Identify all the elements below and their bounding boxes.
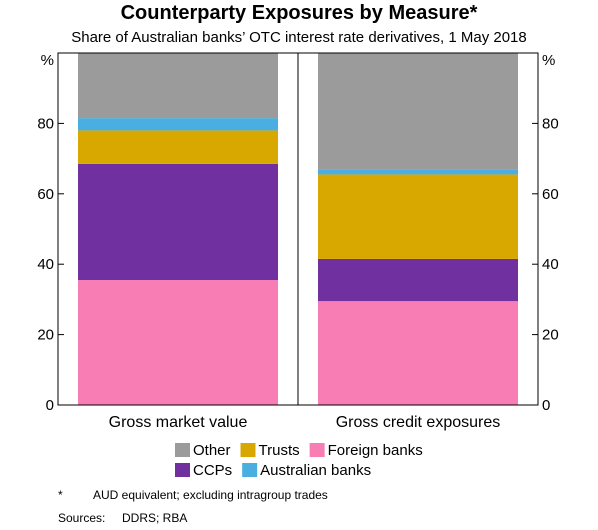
bar-gross-market-value-foreign-banks bbox=[78, 280, 278, 405]
left-tick-label: 60 bbox=[37, 186, 54, 203]
legend-label-trusts: Trusts bbox=[259, 442, 300, 459]
right-tick-label: 20 bbox=[542, 327, 559, 344]
left-tick-label: 40 bbox=[37, 256, 54, 273]
legend-label-ccps: CCPs bbox=[193, 462, 232, 479]
legend: Other Trusts Foreign banks CCPs Australian b… bbox=[175, 442, 423, 479]
left-tick-label: 0 bbox=[46, 397, 54, 414]
footnote-text: AUD equivalent; excluding intragroup tra… bbox=[93, 488, 328, 502]
category-label: Gross market value bbox=[109, 414, 248, 431]
sources-label: Sources: bbox=[58, 511, 106, 525]
bar-gross-market-value-ccps bbox=[78, 163, 278, 281]
legend-swatch-foreign-banks bbox=[309, 443, 325, 457]
bar-gross-market-value-other bbox=[78, 53, 278, 119]
bar-gross-credit-exposures-australian-banks bbox=[318, 169, 518, 175]
legend-swatch-trusts bbox=[240, 443, 256, 457]
bar-gross-market-value-trusts bbox=[78, 130, 278, 164]
right-tick-label: 60 bbox=[542, 186, 559, 203]
left-unit-label: % bbox=[41, 52, 54, 69]
right-unit-label: % bbox=[542, 52, 555, 69]
legend-swatch-ccps bbox=[175, 463, 190, 477]
bar-gross-credit-exposures-other bbox=[318, 53, 518, 170]
sources-text: DDRS; RBA bbox=[122, 511, 188, 525]
bar-gross-credit-exposures-ccps bbox=[318, 258, 518, 302]
right-tick-label: 40 bbox=[542, 256, 559, 273]
legend-swatch-australian-banks bbox=[242, 463, 258, 477]
legend-label-other: Other bbox=[193, 442, 231, 459]
bars-group bbox=[78, 53, 518, 405]
legend-swatch-other bbox=[175, 443, 190, 457]
legend-label-australian-banks: Australian banks bbox=[260, 462, 371, 479]
bar-gross-market-value-australian-banks bbox=[78, 118, 278, 131]
left-tick-label: 80 bbox=[37, 115, 54, 132]
bar-gross-credit-exposures-trusts bbox=[318, 174, 518, 259]
footnote-marker: * bbox=[58, 488, 63, 502]
chart-title: Counterparty Exposures by Measure* bbox=[120, 2, 478, 24]
chart-subtitle: Share of Australian banks’ OTC interest … bbox=[71, 29, 527, 46]
right-tick-label: 80 bbox=[542, 115, 559, 132]
left-tick-label: 20 bbox=[37, 327, 54, 344]
bar-gross-credit-exposures-foreign-banks bbox=[318, 301, 518, 405]
right-tick-label: 0 bbox=[542, 397, 550, 414]
legend-label-foreign-banks: Foreign banks bbox=[328, 442, 423, 459]
category-label: Gross credit exposures bbox=[336, 414, 501, 431]
axes-group: 0 0 20 20 40 40 60 60 80 80% % Gross market value Gr… bbox=[37, 52, 558, 431]
